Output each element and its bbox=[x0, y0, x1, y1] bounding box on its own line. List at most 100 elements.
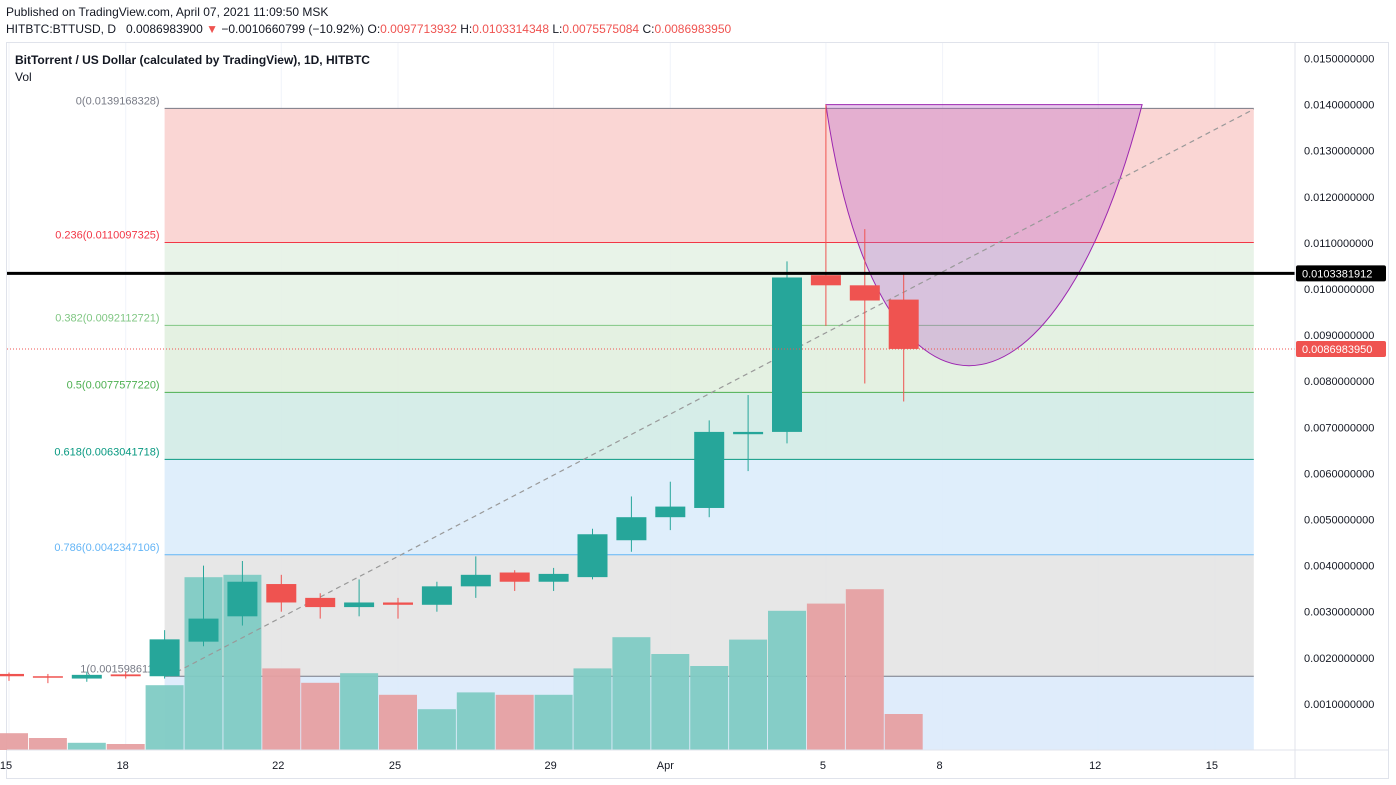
y-tick-label: 0.0100000000 bbox=[1304, 284, 1374, 296]
last-price: 0.0086983900 bbox=[126, 22, 203, 36]
chart-frame bbox=[6, 42, 1389, 779]
y-tick-label: 0.0010000000 bbox=[1304, 699, 1374, 711]
candle-body[interactable] bbox=[772, 277, 802, 432]
current-price-tag bbox=[1296, 341, 1386, 358]
high-value: 0.0103314348 bbox=[472, 22, 549, 36]
y-tick-label: 0.0080000000 bbox=[1304, 376, 1374, 388]
symbol-name: HITBTC:BTTUSD, D bbox=[6, 22, 116, 36]
volume-bar bbox=[417, 709, 456, 750]
candle-body[interactable] bbox=[110, 674, 141, 677]
candle-body[interactable] bbox=[733, 431, 764, 435]
candle-body[interactable] bbox=[849, 285, 880, 301]
x-tick-label: 8 bbox=[937, 760, 943, 772]
volume-label: Vol bbox=[15, 70, 32, 84]
y-tick-label: 0.0020000000 bbox=[1304, 653, 1374, 665]
candle-body[interactable] bbox=[71, 674, 102, 679]
candle-body[interactable] bbox=[344, 602, 375, 608]
volume-bar bbox=[456, 692, 495, 750]
x-tick-label: Apr bbox=[657, 760, 674, 772]
candle-body[interactable] bbox=[227, 581, 258, 617]
volume-bar bbox=[106, 744, 145, 750]
candle-body[interactable] bbox=[577, 534, 608, 578]
y-tick-label: 0.0070000000 bbox=[1304, 422, 1374, 434]
fib-level-label: 0.5(0.0077577220) bbox=[67, 379, 160, 391]
volume-bar bbox=[884, 714, 923, 750]
fib-level-label: 0(0.0139168328) bbox=[76, 95, 160, 107]
y-tick-label: 0.0110000000 bbox=[1304, 238, 1374, 250]
y-tick-label: 0.0150000000 bbox=[1304, 54, 1374, 66]
volume-bar bbox=[768, 610, 806, 750]
volume-bar bbox=[495, 694, 534, 750]
volume-bar bbox=[67, 742, 106, 750]
volume-bar bbox=[301, 682, 340, 750]
candle-body[interactable] bbox=[538, 573, 569, 582]
open-value: 0.0097713932 bbox=[380, 22, 457, 36]
fib-level-label: 0.786(0.0042347106) bbox=[54, 542, 159, 554]
volume-bar bbox=[729, 639, 768, 750]
fib-zone bbox=[164, 242, 1254, 326]
volume-bar bbox=[612, 637, 651, 750]
candle-body[interactable] bbox=[421, 586, 452, 605]
y-tick-label: 0.0050000000 bbox=[1304, 515, 1374, 527]
trend-line bbox=[168, 108, 1255, 677]
fib-zone bbox=[164, 554, 1254, 677]
candle-body[interactable] bbox=[888, 299, 919, 349]
fib-level-label: 0.236(0.0110097325) bbox=[55, 229, 159, 241]
candle-body[interactable] bbox=[149, 639, 180, 677]
price-change: −0.0010660799 (−10.92%) bbox=[221, 22, 365, 36]
candle-body[interactable] bbox=[694, 431, 725, 508]
y-tick-label: 0.0140000000 bbox=[1304, 100, 1374, 112]
y-tick-label: 0.0040000000 bbox=[1304, 561, 1374, 573]
fib-zone bbox=[164, 108, 1254, 243]
candle-body[interactable] bbox=[655, 506, 686, 518]
candle-body[interactable] bbox=[460, 574, 491, 587]
x-tick-label: 15 bbox=[0, 760, 12, 772]
low-value: 0.0075575084 bbox=[562, 22, 640, 36]
candle-body[interactable] bbox=[383, 602, 413, 605]
volume-bar bbox=[690, 666, 729, 750]
volume-bar bbox=[340, 673, 379, 750]
volume-bar bbox=[262, 668, 301, 750]
x-tick-label: 5 bbox=[820, 760, 826, 772]
candle-body[interactable] bbox=[32, 676, 63, 678]
candle-body[interactable] bbox=[305, 597, 336, 608]
fib-zone bbox=[164, 325, 1254, 393]
volume-bar bbox=[379, 694, 417, 750]
candle-body[interactable] bbox=[810, 275, 841, 286]
y-tick-label: 0.0120000000 bbox=[1304, 192, 1374, 204]
volume-bar bbox=[651, 654, 690, 750]
volume-bar bbox=[806, 603, 845, 750]
x-tick-label: 22 bbox=[272, 760, 284, 772]
y-tick-label: 0.0030000000 bbox=[1304, 607, 1374, 619]
fib-level-label: 1(0.0015986110 bbox=[80, 663, 159, 675]
volume-bar bbox=[845, 589, 884, 750]
high-label: H: bbox=[460, 22, 473, 36]
y-tick-label: 0.0130000000 bbox=[1304, 146, 1374, 158]
x-tick-label: 29 bbox=[544, 760, 556, 772]
y-tick-label: 0.0060000000 bbox=[1304, 468, 1374, 480]
symbol-legend: HITBTC:BTTUSD, D 0.0086983900 ▼ −0.00106… bbox=[6, 22, 731, 36]
x-tick-label: 15 bbox=[1206, 760, 1218, 772]
fib-level-label: 0.382(0.0092112721) bbox=[55, 312, 159, 324]
x-tick-label: 12 bbox=[1089, 760, 1101, 772]
volume-bar bbox=[0, 733, 28, 750]
candle-body[interactable] bbox=[0, 673, 24, 677]
fib-level-label: 0.618(0.0063041718) bbox=[54, 446, 159, 458]
down-arrow-icon: ▼ bbox=[206, 22, 218, 36]
low-label: L: bbox=[552, 22, 563, 36]
candle-body[interactable] bbox=[616, 517, 647, 541]
chart-title: BitTorrent / US Dollar (calculated by Tr… bbox=[15, 53, 370, 67]
close-label: C: bbox=[642, 22, 655, 36]
resistance-price-tag bbox=[1296, 265, 1386, 282]
candle-body[interactable] bbox=[266, 584, 297, 603]
volume-bar bbox=[145, 685, 184, 750]
candle-body[interactable] bbox=[188, 618, 219, 642]
published-text: Published on TradingView.com, April 07, … bbox=[6, 5, 329, 19]
volume-bar bbox=[28, 738, 67, 750]
close-value: 0.0086983950 bbox=[654, 22, 732, 36]
candle-body[interactable] bbox=[499, 572, 530, 582]
resistance-price-label: 0.0103381912 bbox=[1302, 268, 1372, 280]
open-label: O: bbox=[367, 22, 381, 36]
x-tick-label: 18 bbox=[117, 760, 129, 772]
